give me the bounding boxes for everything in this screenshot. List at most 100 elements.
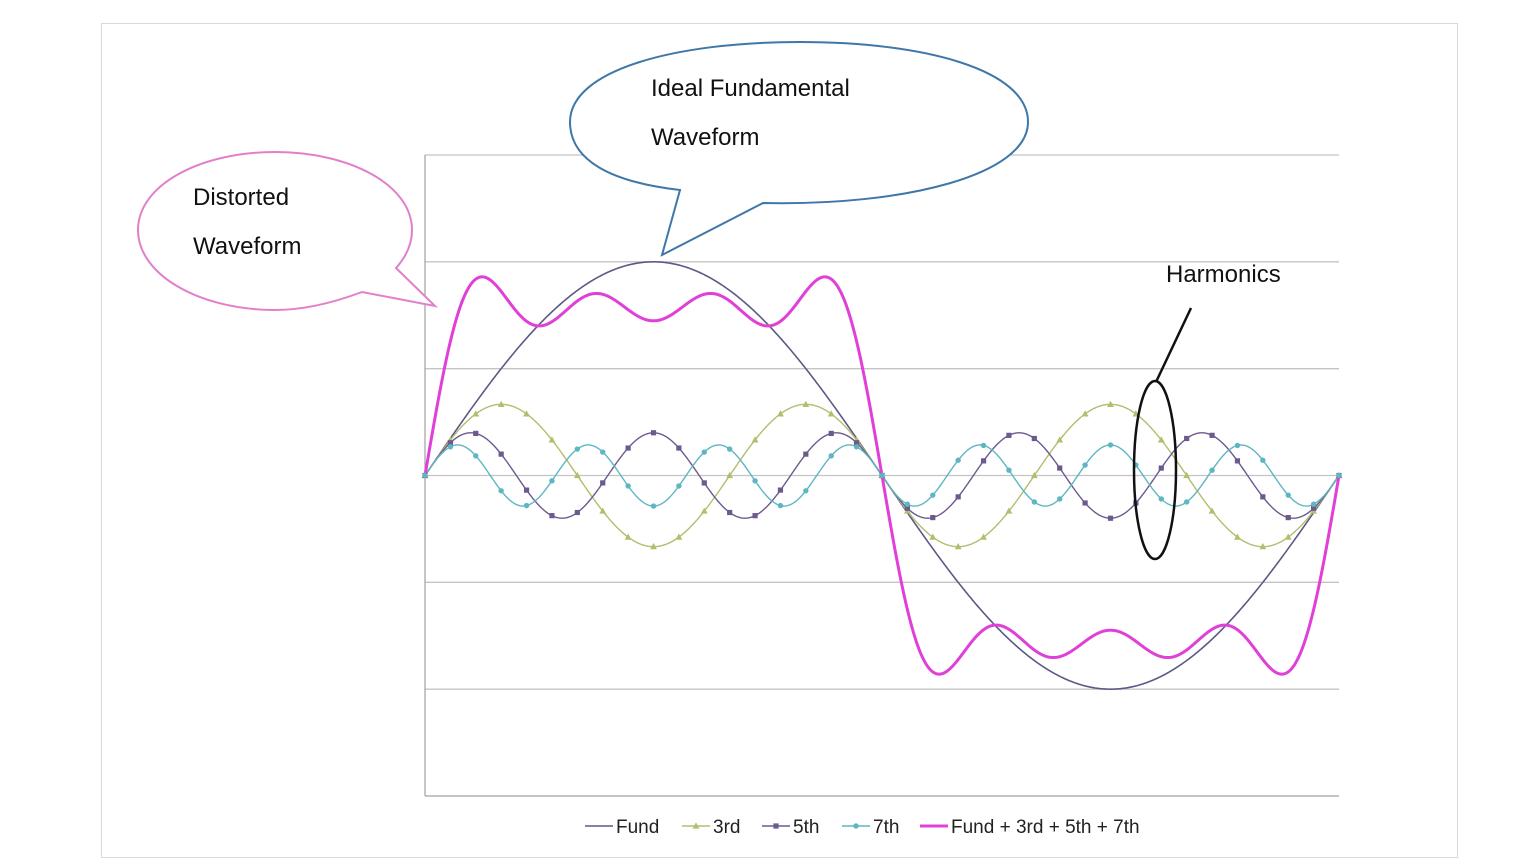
ideal-callout-line1: Ideal Fundamental bbox=[651, 75, 850, 102]
marker-h7 bbox=[574, 446, 581, 452]
marker-h5 bbox=[854, 440, 860, 446]
marker-h3 bbox=[1107, 400, 1114, 407]
marker-h7 bbox=[600, 449, 606, 455]
legend-label-h3: 3rd bbox=[713, 817, 740, 838]
marker-h3 bbox=[751, 436, 759, 443]
marker-h5 bbox=[523, 487, 530, 493]
marker-h7 bbox=[752, 478, 758, 484]
marker-h5 bbox=[1158, 465, 1164, 471]
marker-h7 bbox=[879, 472, 885, 479]
marker-h5 bbox=[930, 514, 936, 521]
marker-h7 bbox=[1107, 442, 1114, 448]
marker-h3 bbox=[1284, 533, 1292, 540]
marker-h5 bbox=[1006, 432, 1012, 438]
legend-label-h5: 5th bbox=[793, 817, 819, 838]
marker-h3 bbox=[1183, 471, 1191, 479]
marker-h7 bbox=[980, 442, 987, 449]
marker-h3 bbox=[777, 410, 784, 417]
marker-h5 bbox=[1234, 458, 1241, 464]
marker-h3 bbox=[548, 436, 556, 443]
legend-label-fund: Fund bbox=[616, 817, 659, 838]
harmonics-label: Harmonics bbox=[1166, 261, 1281, 288]
marker-h7 bbox=[1158, 496, 1164, 502]
marker-h7 bbox=[1183, 499, 1190, 505]
legend-marker-h5 bbox=[773, 823, 779, 829]
marker-h5 bbox=[955, 494, 961, 500]
marker-h7 bbox=[726, 446, 733, 452]
marker-h7 bbox=[828, 453, 834, 459]
legend: Fund 3rd 5th 7th Fund + 3rd + 5th + 7th bbox=[585, 817, 1140, 838]
marker-h5 bbox=[701, 480, 707, 486]
legend-label-h7: 7th bbox=[873, 817, 899, 838]
marker-h7 bbox=[549, 478, 555, 484]
marker-h5 bbox=[650, 430, 657, 436]
marker-h5 bbox=[1311, 505, 1317, 511]
marker-h3 bbox=[1005, 507, 1013, 514]
marker-h5 bbox=[828, 430, 834, 437]
distorted-callout-bubble bbox=[136, 150, 439, 312]
marker-h3 bbox=[802, 400, 810, 407]
marker-h7 bbox=[777, 502, 784, 509]
marker-h5 bbox=[777, 487, 784, 493]
marker-h5 bbox=[574, 509, 580, 516]
marker-h3 bbox=[523, 410, 530, 417]
marker-h7 bbox=[625, 483, 631, 489]
marker-h3 bbox=[650, 543, 657, 550]
marker-h7 bbox=[422, 472, 428, 479]
marker-h7 bbox=[904, 501, 911, 507]
gridlines bbox=[425, 154, 1339, 690]
marker-h7 bbox=[803, 488, 809, 494]
marker-h7 bbox=[1310, 501, 1317, 507]
marker-h3 bbox=[827, 410, 835, 417]
marker-h7 bbox=[447, 444, 454, 450]
ideal-callout: Ideal Fundamental Waveform bbox=[568, 40, 1030, 257]
marker-h3 bbox=[1234, 533, 1241, 540]
marker-h3 bbox=[624, 533, 632, 540]
marker-h5 bbox=[803, 451, 809, 457]
distorted-callout-line2: Waveform bbox=[193, 233, 301, 260]
marker-h3 bbox=[497, 400, 505, 407]
legend-marker-h3 bbox=[692, 822, 700, 829]
marker-h7 bbox=[1082, 462, 1088, 468]
marker-h5 bbox=[904, 505, 910, 511]
marker-h5 bbox=[498, 451, 504, 457]
marker-h7 bbox=[955, 457, 961, 463]
marker-h7 bbox=[1031, 499, 1038, 505]
marker-h3 bbox=[954, 543, 962, 550]
marker-h7 bbox=[523, 502, 530, 509]
marker-h3 bbox=[1030, 471, 1038, 479]
marker-h7 bbox=[650, 503, 657, 509]
marker-h5 bbox=[1285, 514, 1291, 521]
marker-h7 bbox=[1057, 496, 1063, 502]
marker-h3 bbox=[929, 533, 937, 540]
marker-h3 bbox=[1081, 410, 1089, 417]
marker-h5 bbox=[727, 509, 733, 516]
legend-label-sum: Fund + 3rd + 5th + 7th bbox=[951, 817, 1140, 838]
marker-h5 bbox=[600, 480, 606, 486]
harmonics-ellipse bbox=[1132, 379, 1178, 561]
legend-marker-h7 bbox=[853, 823, 859, 829]
marker-h5 bbox=[980, 458, 987, 464]
marker-h3 bbox=[472, 410, 480, 417]
marker-h7 bbox=[930, 492, 936, 498]
marker-h3 bbox=[700, 507, 708, 514]
marker-h5 bbox=[1260, 494, 1266, 500]
marker-h3 bbox=[675, 533, 683, 540]
marker-h7 bbox=[1285, 492, 1291, 498]
marker-h5 bbox=[625, 445, 631, 451]
marker-h5 bbox=[1209, 432, 1215, 438]
ideal-callout-line2: Waveform bbox=[651, 124, 759, 151]
marker-h3 bbox=[980, 533, 987, 540]
marker-h3 bbox=[726, 471, 734, 479]
marker-h7 bbox=[1209, 467, 1215, 473]
marker-h3 bbox=[1056, 436, 1064, 443]
marker-h5 bbox=[1057, 465, 1063, 471]
marker-h5 bbox=[752, 513, 758, 519]
marker-h3 bbox=[1259, 543, 1267, 550]
marker-h7 bbox=[1336, 472, 1342, 479]
marker-h7 bbox=[701, 449, 707, 455]
marker-h3 bbox=[1208, 507, 1216, 514]
distorted-callout: Distorted Waveform bbox=[136, 150, 439, 312]
marker-h7 bbox=[1006, 467, 1012, 473]
